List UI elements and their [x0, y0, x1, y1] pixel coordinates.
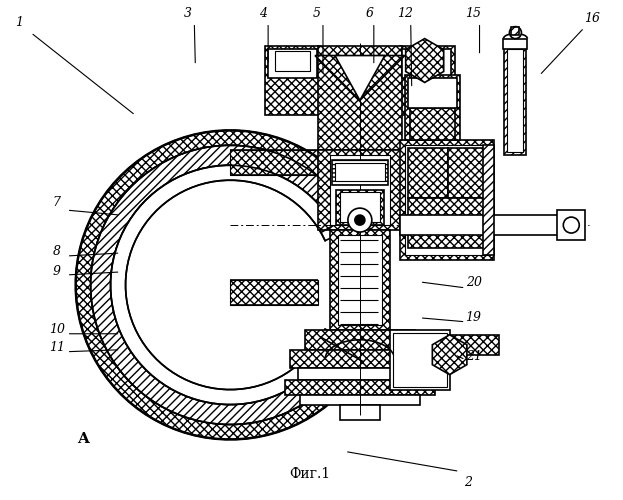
- Bar: [231, 280, 318, 305]
- Bar: [285, 380, 435, 394]
- Bar: [405, 146, 490, 255]
- Bar: [402, 48, 450, 78]
- Bar: [340, 192, 380, 222]
- Bar: [558, 210, 585, 240]
- Bar: [447, 148, 488, 198]
- Bar: [318, 150, 402, 230]
- Text: 20: 20: [465, 276, 482, 289]
- Circle shape: [355, 215, 365, 225]
- Text: 19: 19: [465, 312, 482, 324]
- Polygon shape: [340, 58, 380, 96]
- Bar: [511, 26, 520, 34]
- Circle shape: [510, 26, 521, 38]
- Text: 4: 4: [259, 7, 267, 20]
- Text: 1: 1: [15, 16, 23, 29]
- Bar: [318, 46, 402, 150]
- Text: 7: 7: [53, 196, 60, 208]
- Bar: [508, 48, 523, 152]
- Bar: [392, 333, 447, 386]
- Text: 3: 3: [183, 7, 191, 20]
- Polygon shape: [406, 38, 444, 82]
- Polygon shape: [360, 56, 405, 100]
- Bar: [407, 148, 447, 198]
- Text: 6: 6: [366, 7, 374, 20]
- Bar: [330, 156, 390, 225]
- Bar: [440, 335, 500, 354]
- Text: 5: 5: [313, 7, 321, 20]
- Polygon shape: [111, 166, 339, 404]
- Circle shape: [563, 217, 579, 233]
- Polygon shape: [432, 335, 467, 374]
- Text: 8: 8: [53, 246, 60, 258]
- Bar: [410, 108, 455, 140]
- Polygon shape: [91, 146, 357, 424]
- Bar: [336, 190, 384, 225]
- Text: 16: 16: [584, 12, 600, 25]
- Bar: [483, 146, 495, 255]
- Polygon shape: [76, 130, 370, 440]
- Bar: [405, 76, 460, 140]
- Bar: [400, 140, 495, 260]
- Bar: [503, 38, 528, 48]
- Polygon shape: [315, 56, 360, 100]
- Text: 10: 10: [49, 324, 65, 336]
- Text: Фиг.1: Фиг.1: [290, 468, 331, 481]
- Bar: [390, 330, 450, 390]
- Text: 9: 9: [53, 266, 60, 278]
- Bar: [407, 50, 442, 70]
- Bar: [330, 230, 390, 330]
- Bar: [400, 46, 455, 116]
- Text: 2: 2: [464, 476, 472, 489]
- Bar: [340, 404, 380, 419]
- Text: 21: 21: [465, 350, 482, 363]
- Bar: [231, 150, 318, 175]
- Bar: [305, 330, 415, 349]
- Text: 15: 15: [465, 7, 482, 20]
- Bar: [290, 350, 430, 368]
- Bar: [407, 78, 457, 108]
- Circle shape: [348, 208, 372, 232]
- Bar: [300, 394, 420, 404]
- Bar: [407, 198, 488, 248]
- Bar: [505, 46, 526, 156]
- Bar: [400, 215, 574, 235]
- Bar: [332, 160, 388, 185]
- Bar: [268, 48, 317, 78]
- Bar: [298, 368, 422, 380]
- Text: 11: 11: [49, 341, 65, 354]
- Text: A: A: [77, 432, 88, 446]
- Bar: [338, 235, 382, 325]
- Polygon shape: [335, 56, 385, 100]
- Bar: [265, 46, 320, 116]
- Bar: [275, 50, 310, 70]
- Text: 12: 12: [397, 7, 413, 20]
- Bar: [335, 163, 385, 181]
